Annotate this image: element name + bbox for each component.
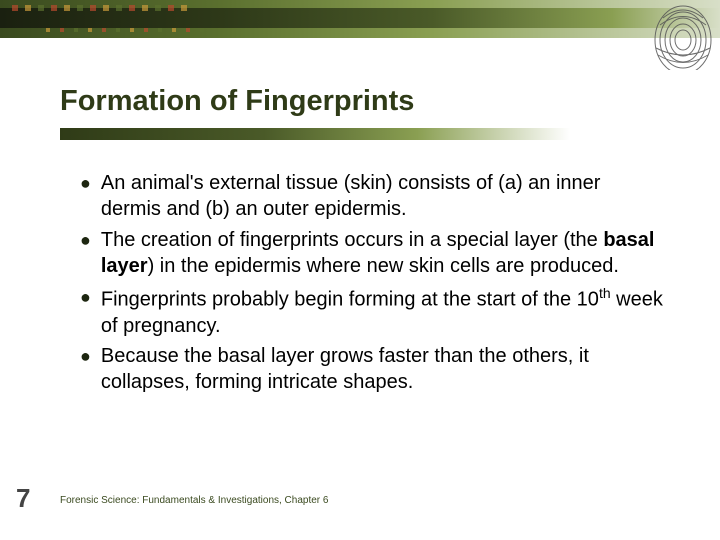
fingerprint-icon — [648, 0, 718, 70]
decorative-dot — [172, 28, 176, 32]
bullet-text: An animal's external tissue (skin) consi… — [101, 170, 665, 223]
decorative-dots-top — [12, 5, 187, 11]
slide-title: Formation of Fingerprints — [60, 85, 414, 118]
bullet-item: ● Fingerprints probably begin forming at … — [80, 284, 665, 339]
decorative-dot — [155, 5, 161, 11]
decorative-dot — [142, 5, 148, 11]
decorative-dot — [64, 5, 70, 11]
decorative-dot — [130, 28, 134, 32]
decorative-dot — [181, 5, 187, 11]
decorative-dot — [25, 5, 31, 11]
decorative-dot — [103, 5, 109, 11]
decorative-top-bar-inner — [0, 8, 720, 28]
page-number: 7 — [16, 483, 30, 514]
decorative-dot — [158, 28, 162, 32]
decorative-dots-bottom — [46, 28, 204, 32]
bullet-marker-icon: ● — [80, 172, 91, 196]
bullet-item: ● An animal's external tissue (skin) cons… — [80, 170, 665, 223]
decorative-dot — [46, 28, 50, 32]
bullet-item: ● The creation of fingerprints occurs in … — [80, 227, 665, 280]
decorative-dot — [90, 5, 96, 11]
decorative-dot — [129, 5, 135, 11]
decorative-dot — [102, 28, 106, 32]
decorative-dot — [38, 5, 44, 11]
bullet-text: The creation of fingerprints occurs in a… — [101, 227, 665, 280]
decorative-dot — [168, 5, 174, 11]
decorative-dot — [200, 28, 204, 32]
bullet-text: Fingerprints probably begin forming at t… — [101, 284, 665, 339]
decorative-dot — [88, 28, 92, 32]
bullet-text: Because the basal layer grows faster tha… — [101, 343, 665, 396]
decorative-dot — [116, 5, 122, 11]
decorative-dot — [51, 5, 57, 11]
decorative-dot — [186, 28, 190, 32]
decorative-dot — [74, 28, 78, 32]
decorative-dot — [77, 5, 83, 11]
decorative-dot — [60, 28, 64, 32]
title-underline — [60, 128, 570, 140]
decorative-top-bar — [0, 0, 720, 38]
decorative-dot — [116, 28, 120, 32]
footer-text: Forensic Science: Fundamentals & Investi… — [60, 495, 328, 506]
decorative-dot — [12, 5, 18, 11]
decorative-dot — [144, 28, 148, 32]
bullet-marker-icon: ● — [80, 229, 91, 253]
bullet-marker-icon: ● — [80, 286, 91, 310]
bullet-list: ● An animal's external tissue (skin) cons… — [80, 170, 665, 400]
bullet-marker-icon: ● — [80, 345, 91, 369]
bullet-item: ● Because the basal layer grows faster th… — [80, 343, 665, 396]
